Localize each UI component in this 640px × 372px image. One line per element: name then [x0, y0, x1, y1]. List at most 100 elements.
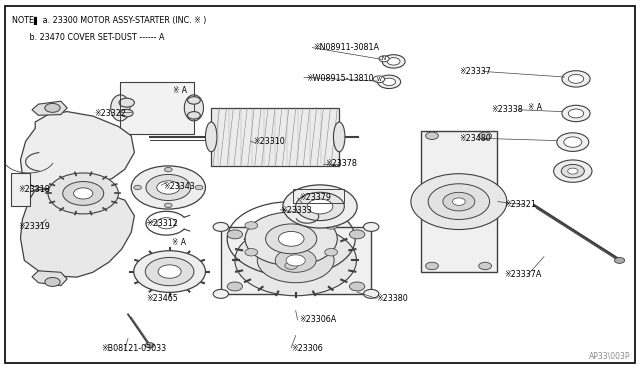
Circle shape [428, 184, 490, 219]
Text: ※23321: ※23321 [504, 200, 536, 209]
Circle shape [257, 238, 334, 283]
Circle shape [349, 230, 365, 239]
Text: ※23306A: ※23306A [300, 315, 337, 324]
Circle shape [349, 282, 365, 291]
Circle shape [324, 248, 337, 256]
Circle shape [379, 56, 389, 62]
Circle shape [134, 251, 205, 292]
Circle shape [164, 167, 172, 172]
Polygon shape [20, 190, 134, 277]
Text: ※B08121-03033: ※B08121-03033 [101, 344, 166, 353]
Ellipse shape [205, 122, 217, 152]
Bar [211, 108, 339, 166]
Ellipse shape [333, 122, 345, 152]
Bar [293, 189, 344, 203]
Text: ※23379: ※23379 [300, 193, 332, 202]
Circle shape [452, 198, 465, 205]
Circle shape [387, 58, 400, 65]
Circle shape [378, 75, 401, 89]
Text: ※W08915-13810: ※W08915-13810 [306, 74, 374, 83]
Circle shape [554, 160, 592, 182]
Circle shape [164, 203, 172, 208]
Circle shape [275, 248, 316, 272]
Text: ※ A: ※ A [528, 103, 542, 112]
Circle shape [227, 230, 243, 239]
Circle shape [188, 97, 200, 104]
Text: ※ A: ※ A [173, 86, 187, 94]
Circle shape [120, 109, 133, 117]
Circle shape [145, 343, 154, 348]
Ellipse shape [111, 95, 130, 121]
Text: ※23312: ※23312 [146, 219, 178, 228]
Circle shape [213, 222, 228, 231]
Text: N: N [382, 56, 386, 61]
Text: W: W [376, 77, 381, 82]
Text: ※23378: ※23378 [325, 159, 357, 168]
Circle shape [245, 212, 337, 266]
Text: ※23310: ※23310 [253, 137, 285, 146]
Circle shape [426, 132, 438, 140]
Circle shape [45, 103, 60, 112]
Text: ※23338: ※23338 [492, 105, 524, 114]
Circle shape [411, 174, 507, 230]
Circle shape [562, 71, 590, 87]
Circle shape [278, 231, 304, 246]
Circle shape [245, 248, 258, 256]
Circle shape [307, 199, 333, 214]
Circle shape [227, 282, 243, 291]
Bar [221, 227, 371, 294]
Polygon shape [20, 112, 134, 189]
Circle shape [557, 133, 589, 151]
Circle shape [63, 182, 104, 205]
Text: ※23465: ※23465 [146, 294, 178, 303]
Circle shape [614, 257, 625, 263]
Polygon shape [32, 271, 67, 286]
Circle shape [479, 132, 492, 140]
Text: NOTE▌ a. 23300 MOTOR ASSY-STARTER (INC. ※ ): NOTE▌ a. 23300 MOTOR ASSY-STARTER (INC. … [12, 16, 206, 25]
Circle shape [188, 112, 200, 119]
Circle shape [324, 222, 337, 229]
Text: ※23380: ※23380 [376, 294, 408, 303]
Circle shape [146, 174, 191, 201]
Text: ※ A: ※ A [172, 238, 186, 247]
Circle shape [235, 225, 356, 296]
Circle shape [145, 257, 194, 286]
Bar [120, 82, 194, 134]
Circle shape [364, 289, 379, 298]
Bar [11, 173, 30, 206]
Text: ※23322: ※23322 [95, 109, 127, 118]
Circle shape [48, 173, 118, 214]
Text: ※23343: ※23343 [163, 182, 195, 190]
Text: ※23337A: ※23337A [504, 270, 541, 279]
Bar [421, 131, 497, 272]
Circle shape [45, 278, 60, 286]
Text: ※N08911-3081A: ※N08911-3081A [314, 43, 380, 52]
Circle shape [157, 218, 176, 229]
Circle shape [561, 164, 584, 178]
Circle shape [568, 74, 584, 83]
Polygon shape [32, 101, 67, 115]
Circle shape [383, 78, 396, 86]
Circle shape [285, 262, 298, 269]
Text: ※23306: ※23306 [291, 344, 323, 353]
Circle shape [213, 289, 228, 298]
Text: ※23337: ※23337 [460, 67, 492, 76]
Circle shape [443, 192, 475, 211]
Text: AP33\003P: AP33\003P [589, 352, 630, 361]
Text: ※23318: ※23318 [18, 185, 50, 194]
Circle shape [373, 76, 385, 83]
Circle shape [131, 166, 205, 209]
Circle shape [283, 185, 357, 228]
Circle shape [426, 262, 438, 270]
Circle shape [562, 105, 590, 122]
Circle shape [119, 98, 134, 107]
Text: ※23333: ※23333 [280, 206, 312, 215]
Circle shape [134, 185, 141, 190]
Ellipse shape [184, 95, 204, 121]
Circle shape [382, 55, 405, 68]
Circle shape [564, 137, 582, 147]
Circle shape [479, 262, 492, 270]
Text: b. 23470 COVER SET-DUST ------ A: b. 23470 COVER SET-DUST ------ A [12, 33, 164, 42]
Circle shape [286, 255, 305, 266]
Circle shape [245, 222, 258, 229]
